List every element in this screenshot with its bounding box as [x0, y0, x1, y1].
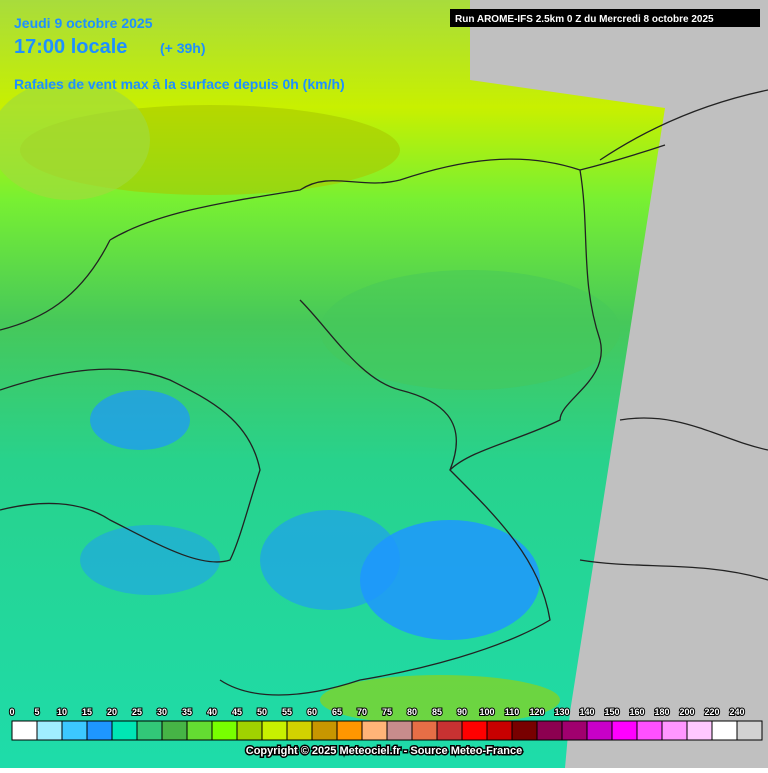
- legend-label: 20: [107, 707, 117, 717]
- legend-label: 10: [57, 707, 67, 717]
- legend-label: 220: [704, 707, 719, 717]
- legend-swatch: [186, 720, 213, 741]
- legend-swatch: [36, 720, 63, 741]
- legend-label: 5: [34, 707, 39, 717]
- legend-label: 25: [132, 707, 142, 717]
- legend-label: 15: [82, 707, 92, 717]
- legend-label: 70: [357, 707, 367, 717]
- legend-swatch: [11, 720, 38, 741]
- legend-swatch: [261, 720, 288, 741]
- legend-label: 200: [679, 707, 694, 717]
- legend-swatch: [636, 720, 663, 741]
- legend-swatch: [511, 720, 538, 741]
- legend-swatch: [661, 720, 688, 741]
- legend-swatch: [311, 720, 338, 741]
- legend-label: 40: [207, 707, 217, 717]
- legend-label: 150: [604, 707, 619, 717]
- forecast-date: Jeudi 9 octobre 2025: [14, 15, 153, 31]
- legend-swatch: [686, 720, 713, 741]
- borders: [0, 89, 768, 696]
- legend-swatch: [86, 720, 113, 741]
- wind-area: [0, 80, 150, 200]
- legend-label: 30: [157, 707, 167, 717]
- legend-label: 45: [232, 707, 242, 717]
- legend-label: 140: [579, 707, 594, 717]
- legend-label: 85: [432, 707, 442, 717]
- legend-swatch: [136, 720, 163, 741]
- wind-area: [320, 270, 620, 390]
- legend-label: 65: [332, 707, 342, 717]
- copyright: Copyright © 2025 Meteociel.fr - Source M…: [246, 745, 522, 757]
- legend-swatch: [561, 720, 588, 741]
- legend-label: 110: [505, 707, 520, 717]
- legend-swatch: [236, 720, 263, 741]
- run-info: Run AROME-IFS 2.5km 0 Z du Mercredi 8 oc…: [455, 14, 714, 25]
- legend-label: 90: [457, 707, 467, 717]
- legend-swatch: [361, 720, 388, 741]
- legend-label: 130: [554, 707, 569, 717]
- legend-swatch: [736, 720, 763, 741]
- legend-swatch: [211, 720, 238, 741]
- lead-time: (+ 39h): [160, 40, 206, 56]
- wind-area: [80, 525, 220, 595]
- legend-swatch: [586, 720, 613, 741]
- legend-swatch: [611, 720, 638, 741]
- run-banner: [450, 9, 760, 27]
- wind-area: [260, 510, 400, 610]
- parameter: Rafales de vent max à la surface depuis …: [14, 76, 345, 92]
- legend-label: 120: [529, 707, 544, 717]
- legend-label: 80: [407, 707, 417, 717]
- legend-swatch: [486, 720, 513, 741]
- legend-label: 55: [282, 707, 292, 717]
- legend-swatch: [411, 720, 438, 741]
- legend-swatch: [61, 720, 88, 741]
- legend-label: 50: [257, 707, 267, 717]
- legend-label: 60: [307, 707, 317, 717]
- legend-swatch: [436, 720, 463, 741]
- legend-label: 240: [729, 707, 744, 717]
- legend-swatch: [336, 720, 363, 741]
- legend-swatch: [711, 720, 738, 741]
- legend: 0 5 10 15 20 25 30 35 40 45 50 55 60 65 70 75 80 85 90 100 1…: [8, 706, 763, 741]
- legend-label: 35: [182, 707, 192, 717]
- legend-swatch: [161, 720, 188, 741]
- forecast-time: 17:00 locale: [14, 36, 127, 58]
- legend-swatch: [461, 720, 488, 741]
- legend-swatch: [386, 720, 413, 741]
- legend-swatch: [286, 720, 313, 741]
- legend-label: 100: [479, 707, 494, 717]
- legend-label: 0: [9, 707, 14, 717]
- legend-swatch: [111, 720, 138, 741]
- legend-label: 180: [654, 707, 669, 717]
- wind-area: [360, 520, 540, 640]
- legend-label: 160: [629, 707, 644, 717]
- wind-area: [90, 390, 190, 450]
- legend-swatch: [536, 720, 563, 741]
- outside-domain: [470, 0, 768, 768]
- legend-label: 75: [382, 707, 392, 717]
- wind-area: [320, 675, 560, 725]
